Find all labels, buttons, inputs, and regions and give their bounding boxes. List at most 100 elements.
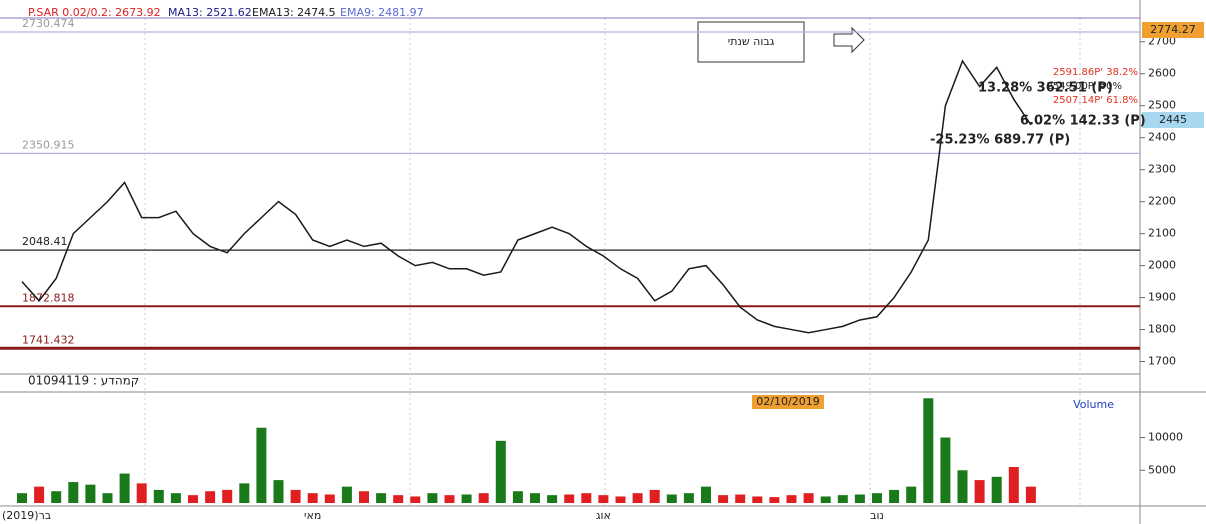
x-tick-label: בר(2019): [2, 509, 51, 522]
volume-bar: [136, 483, 147, 503]
level-label: 1872.818: [22, 291, 75, 304]
volume-bar: [803, 493, 814, 503]
volume-bar: [495, 440, 506, 503]
volume-bar: [85, 484, 96, 503]
volume-bar: [649, 489, 660, 503]
y-tick-label: 2300: [1148, 163, 1176, 176]
volume-bar: [872, 493, 882, 503]
volume-bar: [290, 489, 301, 503]
level-label: 1741.432: [22, 333, 75, 346]
volume-bar: [786, 495, 797, 503]
y-tick-label: 2100: [1148, 227, 1176, 240]
volume-bar: [683, 493, 694, 503]
volume-bar: [512, 491, 523, 503]
volume-bar: [51, 491, 62, 503]
price-box: [1142, 112, 1204, 128]
volume-bar: [752, 496, 763, 503]
date-label: 02/10/2019: [756, 395, 819, 408]
fib-label: 2507.14P' 61.8%: [1053, 95, 1138, 106]
volume-bar: [1025, 486, 1036, 503]
volume-bar: [889, 489, 900, 503]
volume-bar: [564, 494, 575, 503]
volume-bar: [393, 495, 404, 503]
volume-bar: [974, 480, 985, 503]
volume-bar: [256, 427, 267, 503]
fib-label: 2549.00P' 50%: [1046, 81, 1122, 92]
volume-bar: [615, 496, 626, 503]
volume-bar: [68, 482, 79, 503]
volume-bar: [718, 495, 729, 503]
level-box: [1142, 22, 1204, 38]
vertical-grid: [144, 18, 1081, 506]
volume-bar: [102, 493, 113, 503]
volume-bar: [324, 494, 335, 503]
volume-bar: [530, 493, 540, 503]
security-label: קמהדע : 01094119: [28, 374, 139, 388]
date-box: [752, 395, 824, 409]
volume-bar: [854, 494, 865, 503]
volume-bar: [222, 489, 233, 503]
volume-bar: [188, 495, 198, 503]
volume-bar: [820, 496, 831, 503]
volume-bar: [906, 486, 917, 503]
volume-bar: [923, 398, 934, 503]
trend-label: 6.02% 142.33 (P): [1020, 114, 1146, 129]
level-label: 2774.27: [1150, 23, 1196, 36]
trend-label: -25.23% 689.77 (P): [930, 133, 1070, 148]
volume-bar: [153, 489, 164, 503]
volume-bar: [376, 493, 387, 503]
volume-bar: [341, 486, 352, 503]
y-tick-label: 5000: [1148, 463, 1176, 476]
volume-bar: [359, 491, 369, 503]
volume-bar: [444, 495, 455, 503]
annotation-text: גבוה שנתי: [728, 35, 775, 48]
volume-bar: [307, 493, 318, 503]
price-line: [21, 59, 1032, 334]
volume-bar: [34, 486, 45, 503]
volume-bar: [478, 493, 489, 503]
legend-ema9: EMA9: 2481.97: [340, 6, 424, 19]
legend-ema13: EMA13: 2474.5: [252, 6, 336, 19]
volume-bar: [991, 476, 1002, 503]
volume-bar: [598, 495, 609, 503]
y-tick-label: 10000: [1148, 431, 1183, 444]
level-label: 2350.915: [22, 138, 75, 151]
y-tick-label: 2400: [1148, 131, 1176, 144]
y-tick-label: 1800: [1148, 323, 1176, 336]
volume-bar: [239, 483, 250, 503]
x-tick-label: אוג: [596, 509, 611, 522]
y-tick-label: 1900: [1148, 291, 1176, 304]
legend-ma13: MA13: 2521.62: [168, 6, 252, 19]
volume-bar: [666, 494, 677, 503]
volume-bar: [735, 494, 746, 503]
volume-bar: [119, 473, 130, 503]
volume-bar: [170, 493, 181, 503]
volume-bar: [410, 496, 421, 503]
last-price: 2445: [1159, 113, 1187, 126]
level-label: 2048.41: [22, 235, 68, 248]
y-tick-label: 2600: [1148, 67, 1176, 80]
level-label: 2730.474: [22, 17, 75, 30]
x-tick-label: נוב: [870, 509, 884, 522]
volume-bar: [632, 493, 643, 503]
volume-bar: [427, 493, 438, 503]
legend-psar: P.SAR 0.02/0.2: 2673.92: [28, 6, 161, 19]
arrow-icon: [833, 26, 865, 54]
volume-bar: [205, 491, 216, 503]
trend-label: 13.28% 362.51 (P): [978, 81, 1113, 96]
volume-bar: [547, 495, 558, 503]
volume-bar: [273, 480, 284, 503]
volume-bar: [17, 493, 27, 503]
y-tick-label: 2200: [1148, 195, 1176, 208]
volume-bar: [940, 437, 951, 503]
volume-bar: [957, 470, 968, 503]
volume-bar: [769, 497, 780, 503]
y-tick-label: 2000: [1148, 259, 1176, 272]
volume-title: Volume: [1073, 398, 1114, 411]
volume-bar: [461, 494, 472, 503]
fib-label: 2591.86P' 38.2%: [1053, 67, 1138, 78]
volume-bar: [581, 493, 592, 503]
volume-bar: [837, 495, 848, 503]
